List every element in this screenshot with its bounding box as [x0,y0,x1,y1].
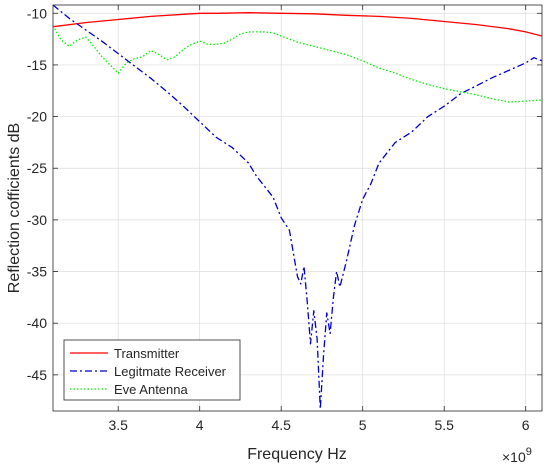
x-tick-label: 5.5 [434,417,454,433]
series-line-2 [53,5,542,410]
plot-frame [52,4,543,412]
y-tick-label: -40 [27,315,47,331]
x-tick-label: 4 [196,417,204,433]
y-axis-title: Reflection cofficients dB [6,123,23,293]
x-axis-title: Frequency Hz [247,446,347,463]
legend-label: Eve Antenna [114,382,188,397]
y-tick-label: -10 [27,5,47,21]
x-tick-label: 5 [359,417,367,433]
x-axis-exponent-power: 9 [526,446,532,458]
x-tick-label: 4.5 [271,417,291,433]
series-line-1 [53,12,542,37]
x-axis-exponent: ×109 [502,446,532,465]
x-tick-label: 3.5 [108,417,128,433]
legend-box [63,339,241,401]
series-layer [53,5,542,410]
legend: Transmitter Legitmate Receiver Eve Antenna [63,339,241,401]
y-tick-label: -30 [27,212,47,228]
y-tick-label: -45 [27,367,47,383]
y-tick-label: -25 [27,160,47,176]
x-axis-exponent-base: ×10 [502,449,526,465]
y-tick-label: -20 [27,109,47,125]
legend-label: Legitmate Receiver [114,364,227,379]
grid [53,5,542,411]
y-tick-label: -15 [27,57,47,73]
x-tick-label: 6 [522,417,530,433]
legend-label: Transmitter [114,346,180,361]
y-tick-label: -35 [27,264,47,280]
axis-ticks: 3.5 4 4.5 5 5.5 6 -45 -40 -35 -30 -25 -20 -15 -10 [27,5,542,433]
